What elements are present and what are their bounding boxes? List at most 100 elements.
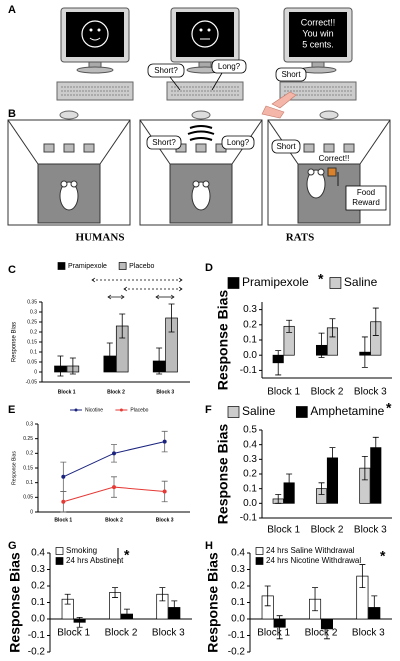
panel-label: C	[8, 264, 16, 276]
y-tick-label: 0.0	[31, 614, 45, 625]
y-tick-label: -0.1	[228, 630, 246, 641]
error-bar	[359, 564, 366, 589]
legend-label: Smoking	[66, 546, 97, 555]
y-tick-label: 0.1	[30, 349, 37, 355]
legend-swatch	[118, 262, 127, 270]
error-bar	[168, 303, 175, 333]
error-bar	[323, 618, 330, 640]
y-tick-label: 0.05	[27, 359, 37, 365]
y-tick-label: 0.3	[243, 454, 257, 465]
error-bar	[286, 319, 293, 333]
x-tick-label: Block 2	[311, 387, 344, 398]
legend-label: Pramipexole	[68, 263, 107, 270]
y-tick-label: -0.1	[240, 513, 258, 524]
error-bar	[371, 595, 378, 620]
y-tick-label: -0.2	[228, 647, 246, 658]
legend-swatch	[119, 408, 123, 412]
speech-bubble	[146, 135, 182, 150]
x-tick-label: Block 1	[58, 389, 76, 395]
error-bar	[329, 447, 336, 469]
significance-mark: *	[124, 547, 130, 563]
error-bar	[119, 313, 126, 339]
y-axis-label: Response Bias	[215, 290, 231, 391]
legend-swatch	[55, 557, 64, 565]
x-tick-label: Block 1	[57, 628, 90, 639]
error-bar	[76, 616, 83, 628]
y-tick-label: 0.3	[30, 309, 37, 315]
error-bar	[312, 587, 319, 612]
significance-mark: *	[380, 548, 386, 564]
x-tick-label: Block 3	[352, 628, 385, 639]
error-bar	[372, 436, 379, 459]
legend-swatch	[227, 406, 240, 418]
y-tick-label: 0.2	[26, 451, 33, 457]
panel-label: B	[8, 108, 16, 120]
x-tick-label: Block 1	[257, 628, 290, 639]
y-tick-label: 0.05	[23, 495, 33, 501]
y-tick-label: 0.1	[231, 597, 245, 608]
bubble-text: Short?	[152, 138, 176, 147]
legend-label: Nicotine	[85, 407, 103, 413]
error-bar	[64, 593, 71, 605]
y-tick-label: 0	[30, 509, 33, 515]
panel-label: A	[8, 4, 16, 16]
y-tick-label: 0.0	[243, 350, 257, 361]
y-tick-label: 0.0	[231, 614, 245, 625]
error-bar	[123, 608, 130, 620]
legend-swatch	[57, 262, 66, 270]
y-tick-label: 0.3	[31, 564, 45, 575]
y-tick-label: 0.3	[243, 304, 257, 315]
computer	[279, 7, 357, 101]
legend-swatch	[329, 277, 342, 289]
point	[112, 485, 116, 490]
y-tick-label: 0.35	[27, 299, 37, 305]
speech-bubble	[275, 67, 307, 82]
legend-swatch	[74, 408, 78, 412]
point	[112, 451, 116, 456]
x-tick-label: Block 1	[267, 387, 300, 398]
panel-label: E	[8, 404, 15, 416]
error-bar	[275, 494, 282, 504]
bubble-text: Long?	[218, 62, 241, 71]
speech-bubble	[271, 139, 301, 154]
computer	[166, 7, 244, 101]
error-bar	[156, 347, 163, 375]
x-tick-label: Block 3	[152, 628, 185, 639]
error-bar	[159, 587, 166, 602]
arrow	[169, 72, 223, 91]
y-tick-label: 0.3	[26, 421, 33, 427]
legend-label: Placebo	[130, 407, 148, 413]
legend-swatch	[227, 277, 240, 289]
legend-swatch	[255, 557, 264, 565]
error-bar	[372, 307, 379, 336]
y-tick-label: 0.2	[243, 469, 257, 480]
significance-mark: *	[318, 271, 324, 287]
reward-text: Food	[357, 188, 375, 197]
x-tick-label: Block 2	[105, 517, 123, 523]
legend-label: Saline	[242, 404, 276, 418]
heading: RATS	[286, 232, 315, 244]
error-bar	[264, 585, 271, 607]
screen-text: Correct!!	[301, 17, 336, 27]
y-tick-label: 0.0	[243, 498, 257, 509]
y-tick-label: -0.2	[28, 647, 46, 658]
y-tick-label: 0.4	[231, 548, 245, 559]
y-tick-label: 0.1	[26, 480, 33, 486]
legend-label: 24 hrs Abstinent	[66, 556, 124, 565]
legend-label: 24 hrs Nicotine Withdrawal	[266, 556, 361, 565]
significance-arrows	[91, 277, 183, 300]
reward-text: Reward	[352, 198, 380, 207]
feedback-text: Correct!!	[319, 154, 350, 163]
bubble-text: Long?	[227, 138, 250, 147]
point	[61, 499, 66, 504]
reward-box	[345, 185, 387, 211]
legend-swatch	[255, 547, 264, 555]
bubble-text: Short?	[154, 66, 178, 75]
error-bar	[318, 482, 325, 495]
y-axis-label: Response Bias	[11, 451, 17, 485]
y-tick-label: -0.05	[26, 379, 38, 385]
y-axis-label: Response Bias	[7, 552, 23, 653]
bubble-text: Short	[281, 70, 301, 79]
y-tick-label: 0	[34, 369, 37, 375]
